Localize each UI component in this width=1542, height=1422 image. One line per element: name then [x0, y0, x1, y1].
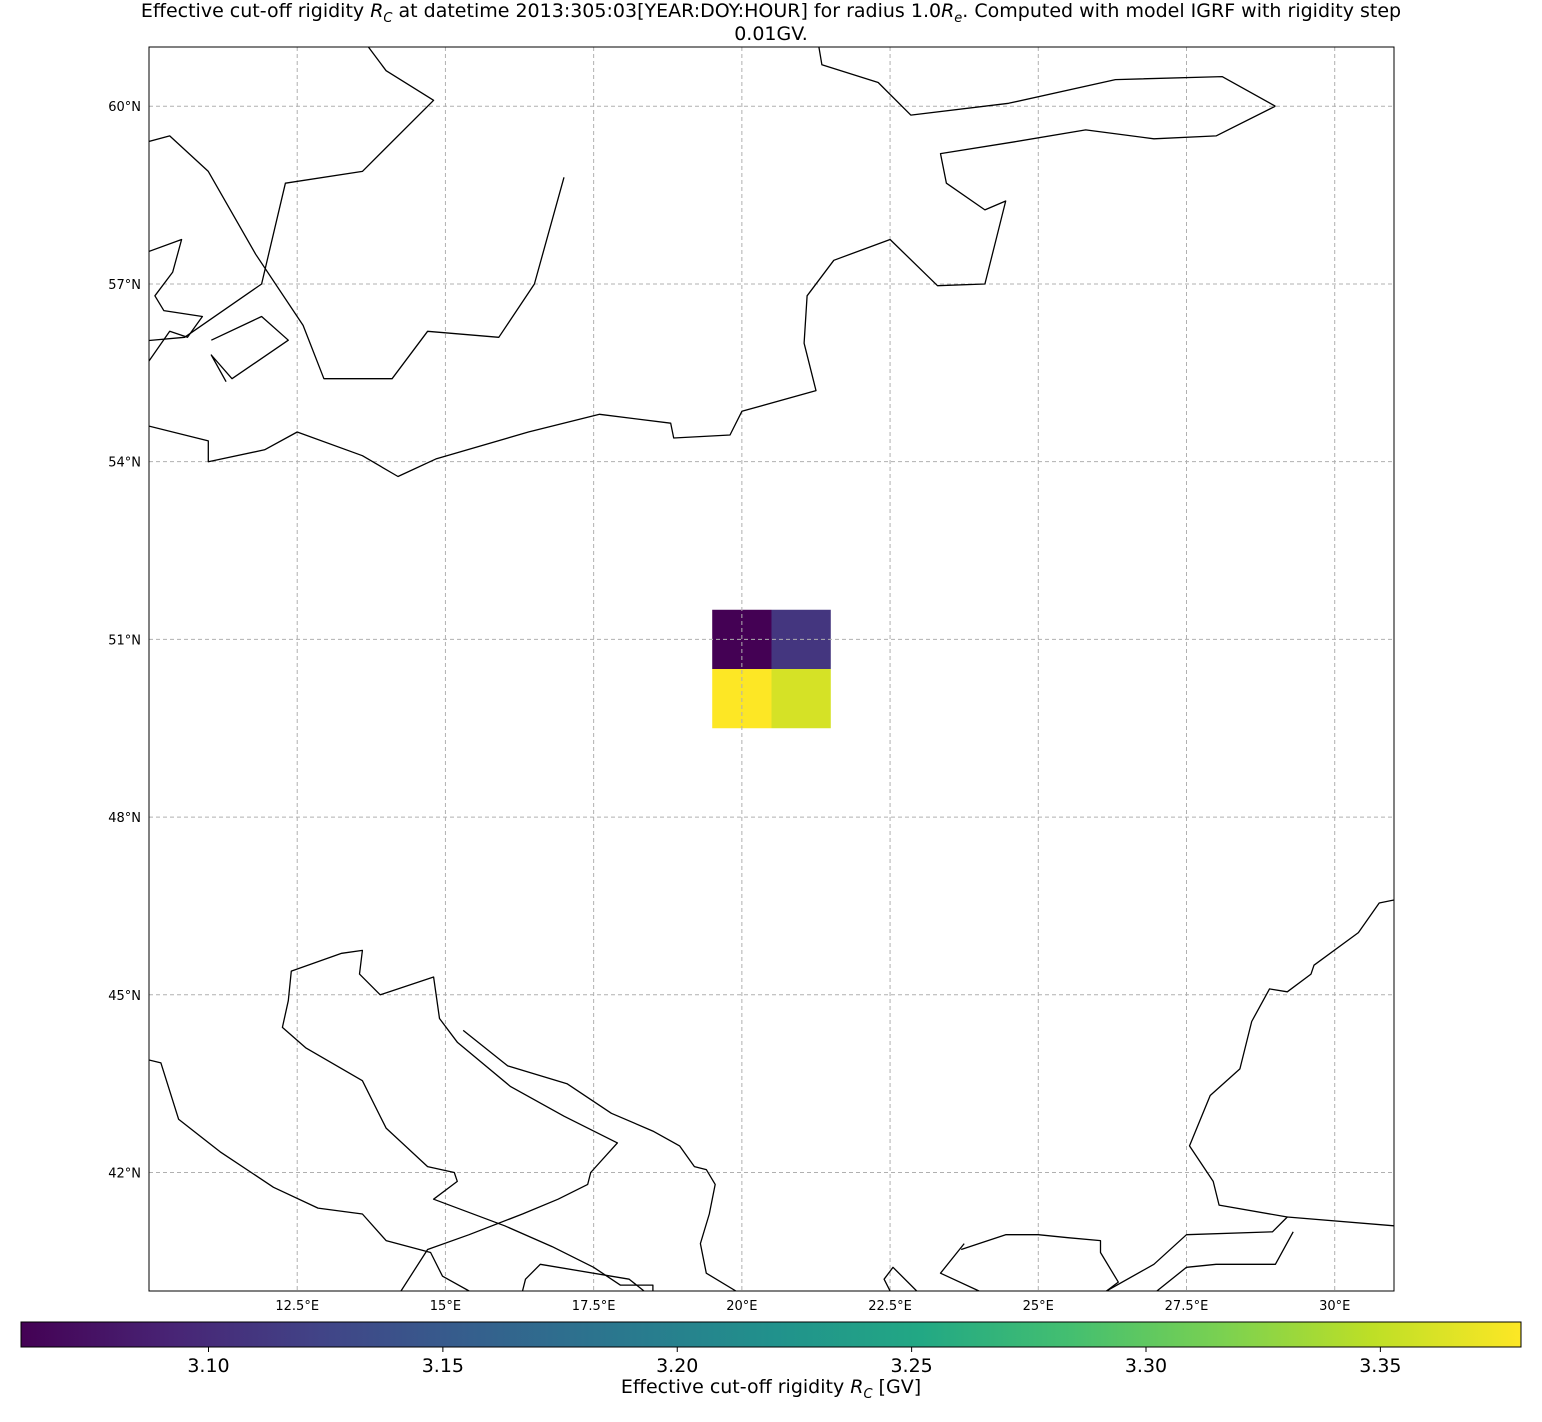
colorbar-gradient [20, 1321, 1522, 1348]
coastline [883, 1266, 918, 1291]
coastline [960, 1234, 1119, 1291]
coastline [1156, 1231, 1294, 1291]
colorbar-label-subscript: C [863, 1386, 873, 1402]
y-tick-label: 48°N [108, 811, 141, 826]
y-tick-label: 60°N [108, 100, 141, 115]
y-tick-label: 57°N [108, 278, 141, 293]
colorbar-ticks: 3.10 3.15 3.20 3.25 3.30 3.35 [187, 1347, 1402, 1377]
y-tick-label: 42°N [108, 1167, 141, 1182]
coastline [521, 1263, 645, 1291]
title-text-b: at datetime 2013:305:03[YEAR:DOY:HOUR] f… [392, 0, 942, 22]
coastline [149, 238, 204, 362]
x-tick-label: 17.5°E [572, 1299, 616, 1314]
coastline [818, 47, 1276, 116]
map-plot-area: 12.5°E 15°E 17.5°E 20°E 22.5°E 25°E 27.5°E 30°E… [108, 46, 1395, 1314]
colorbar-tick-label: 3.25 [890, 1355, 932, 1377]
y-tick-labels: 42°N 45°N 48°N 51°N 54°N 57°N 60°N [108, 100, 141, 1181]
title-re-symbol: R [941, 0, 955, 22]
coastlines [149, 47, 1394, 1291]
coastline [149, 1059, 470, 1291]
colorbar: 3.10 3.15 3.20 3.25 3.30 3.35 [20, 1321, 1522, 1377]
colorbar-label-text: Effective cut-off rigidity [620, 1376, 851, 1398]
x-tick-labels: 12.5°E 15°E 17.5°E 20°E 22.5°E 25°E 27.5°E 30°E [275, 1299, 1350, 1314]
colorbar-tick-label: 3.15 [422, 1355, 464, 1377]
gridlines [149, 47, 1394, 1291]
coastline [149, 135, 565, 380]
colorbar-tick-label: 3.30 [1125, 1355, 1167, 1377]
coastline [1106, 899, 1394, 1291]
x-tick-label: 27.5°E [1165, 1299, 1209, 1314]
coastline [281, 949, 654, 1291]
x-tick-label: 22.5°E [868, 1299, 912, 1314]
coastline [149, 47, 435, 342]
map-frame [148, 46, 1395, 1292]
x-tick-label: 12.5°E [275, 1299, 319, 1314]
colorbar-tick-label: 3.10 [187, 1355, 229, 1377]
y-tick-label: 51°N [108, 633, 141, 648]
x-tick-label: 20°E [726, 1299, 757, 1314]
y-tick-label: 54°N [108, 456, 141, 471]
x-tick-label: 25°E [1023, 1299, 1054, 1314]
title-text-a: Effective cut-off rigidity [140, 0, 371, 22]
x-tick-label: 15°E [430, 1299, 461, 1314]
title-rc-subscript: C [383, 10, 393, 26]
colorbar-tick-label: 3.35 [1359, 1355, 1401, 1377]
coastline [1287, 1216, 1394, 1227]
title-rc-symbol: R [370, 0, 384, 22]
coastline [462, 1029, 737, 1291]
chart-title-line2: 0.01GV. [734, 23, 808, 45]
x-tick-label: 30°E [1319, 1299, 1350, 1314]
colorbar-label-symbol: R [850, 1376, 864, 1398]
chart-title-line1: Effective cut-off rigidity RC at datetim… [0, 0, 1542, 26]
colorbar-label-unit: [GV] [872, 1376, 922, 1398]
coastline [210, 315, 289, 383]
heatmap-cells [712, 609, 831, 729]
coastline [149, 105, 1276, 478]
heatmap-cell [712, 609, 772, 669]
title-text-c: . Computed with model IGRF with rigidity… [962, 0, 1402, 22]
title-re-subscript: e [954, 10, 963, 26]
y-tick-label: 45°N [108, 989, 141, 1004]
coastline [939, 1243, 980, 1291]
colorbar-label: Effective cut-off rigidity RC [GV] [0, 1376, 1542, 1402]
heatmap-cell [771, 669, 831, 729]
colorbar-tick-label: 3.20 [656, 1355, 698, 1377]
